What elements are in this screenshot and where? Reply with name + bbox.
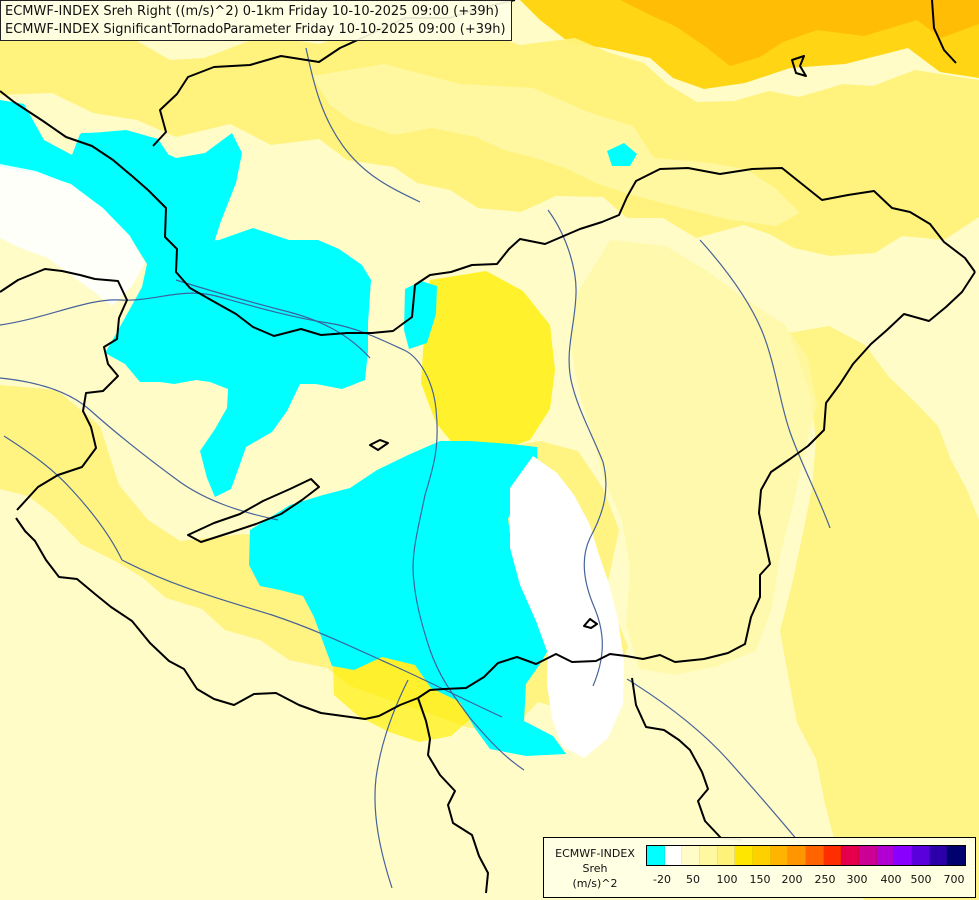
legend-swatch [912, 846, 930, 865]
pale-yellow-region-north [312, 64, 800, 226]
legend-swatch [682, 846, 701, 865]
legend-label: -20 [653, 873, 671, 886]
cyan-low-helicity-upper-center [81, 132, 242, 255]
river-danube [0, 292, 525, 771]
legend-swatch [647, 846, 665, 865]
legend-labels: -20 50 100 150 200 250 300 400 500 700 [646, 872, 966, 890]
yellow-helicity-east [780, 326, 979, 900]
legend-title-line-1: ECMWF-INDEX [555, 847, 635, 860]
legend-label: 50 [686, 873, 700, 886]
legend-swatch [894, 846, 913, 865]
border-southeast [631, 677, 743, 841]
legend-swatch [753, 846, 771, 865]
border-west [0, 268, 128, 511]
border-east [15, 271, 976, 720]
legend-color-bar [646, 845, 966, 866]
cyan-small-area-center [404, 281, 437, 349]
legend-swatch [823, 846, 842, 865]
header-line-2: ECMWF-INDEX SignificantTornadoParameter … [5, 22, 506, 37]
color-legend: ECMWF-INDEX Sreh (m/s)^2 -20 50 100 150 200 2… [543, 837, 976, 898]
border-south [417, 697, 489, 894]
cyan-small-area-north [607, 143, 637, 166]
border-central-north [147, 167, 976, 337]
legend-label: 300 [846, 873, 868, 886]
legend-label: 500 [910, 873, 932, 886]
bright-yellow-helicity-region [421, 271, 555, 452]
legend-swatch [929, 846, 948, 865]
legend-label: 250 [814, 873, 836, 886]
border-northwest [0, 90, 149, 191]
legend-swatch [841, 846, 860, 865]
river-east [699, 239, 831, 529]
river-west [3, 435, 123, 561]
legend-title-line-2: Sreh [582, 862, 608, 875]
legend-label: 150 [749, 873, 771, 886]
legend-swatch [700, 846, 718, 865]
river-western-tributary [0, 377, 279, 521]
legend-label: 400 [880, 873, 902, 886]
legend-label: 200 [781, 873, 803, 886]
river-tisza [547, 209, 607, 687]
cyan-low-helicity-west [0, 100, 371, 497]
legend-swatch [664, 846, 683, 865]
legend-swatch [770, 846, 789, 865]
legend-label: 700 [943, 873, 965, 886]
header-line-1: ECMWF-INDEX Sreh Right ((m/s)^2) 0-1km F… [5, 4, 499, 19]
white-zero-helicity-center [510, 456, 624, 758]
legend-swatch [859, 846, 877, 865]
legend-swatch [876, 846, 895, 865]
legend-swatch [806, 846, 824, 865]
white-zero-helicity-west [0, 164, 145, 306]
map-header: ECMWF-INDEX Sreh Right ((m/s)^2) 0-1km F… [0, 0, 512, 41]
river-north-west [175, 279, 371, 359]
border-small-lake-center [369, 439, 389, 451]
border-small-lake-south [583, 618, 598, 629]
legend-title: ECMWF-INDEX Sreh (m/s)^2 [549, 846, 641, 891]
legend-title-line-3: (m/s)^2 [572, 877, 618, 890]
border-small-lake-north [791, 55, 807, 77]
border-lake-balaton [187, 478, 320, 543]
border-northeast [931, 0, 957, 64]
cyan-low-helicity-center [249, 441, 566, 756]
legend-swatch [947, 846, 966, 865]
pale-yellow-helicity-east [570, 240, 817, 675]
legend-swatch [735, 846, 754, 865]
legend-swatch [717, 846, 736, 865]
deep-orange-helicity-region [620, 0, 979, 66]
river-north [305, 47, 421, 203]
legend-swatch [788, 846, 807, 865]
legend-label: 100 [716, 873, 738, 886]
